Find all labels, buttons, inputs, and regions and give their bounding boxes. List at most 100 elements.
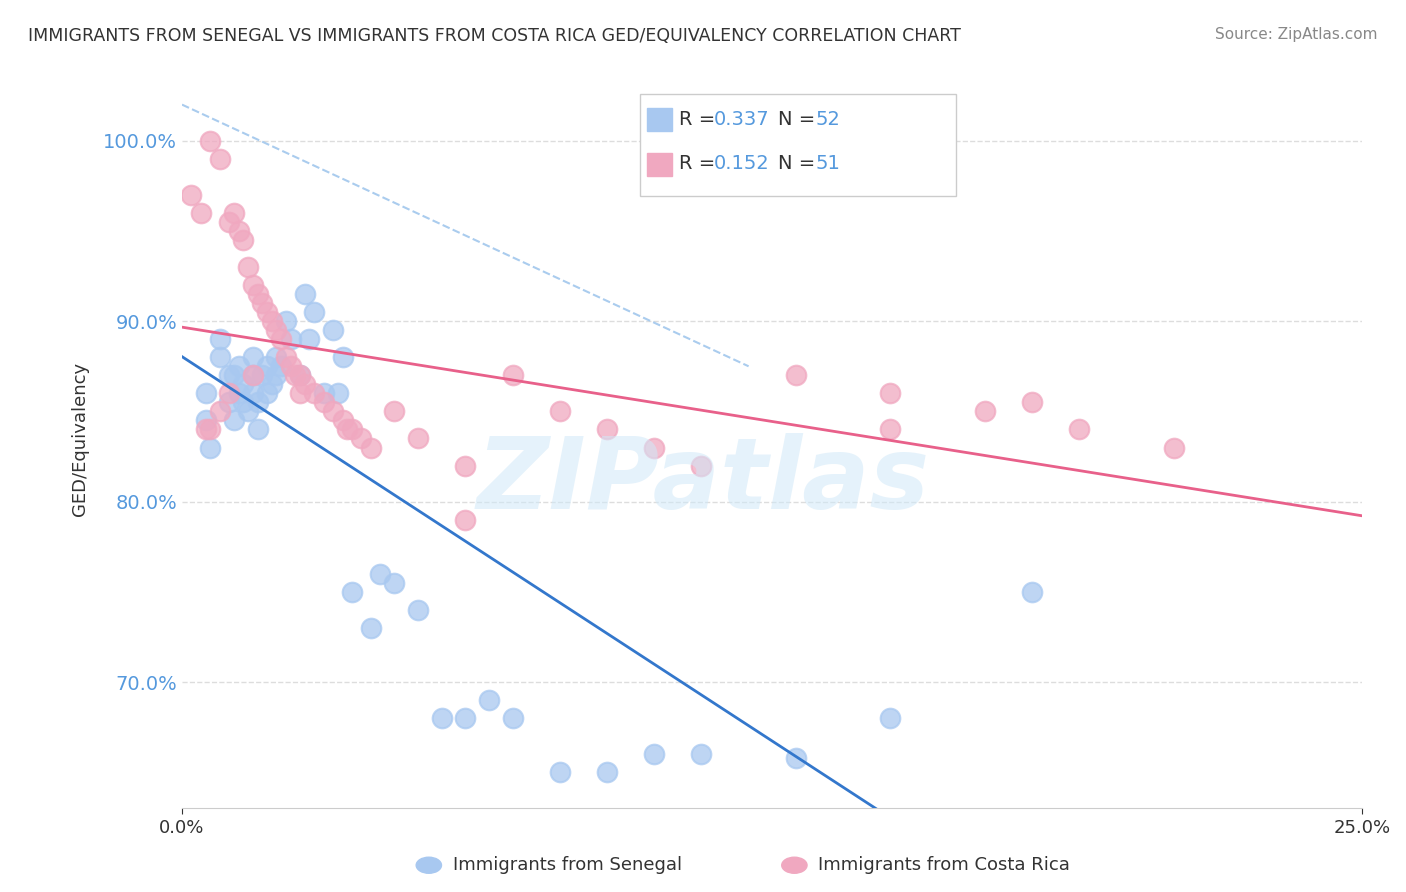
Point (270, 332, 292, 346)
Point (643, 441, 665, 455)
Point (298, 332, 321, 346)
Point (596, 765, 619, 780)
Text: N =: N = (778, 154, 821, 173)
Point (208, 332, 231, 346)
Point (232, 377, 254, 392)
Point (242, 368, 264, 383)
Point (228, 224, 250, 238)
Point (256, 305, 278, 319)
Point (200, 422, 222, 436)
Point (368, 566, 391, 581)
Point (454, 513, 477, 527)
Point (256, 386, 278, 401)
Point (322, 323, 344, 337)
Text: Immigrants from Costa Rica: Immigrants from Costa Rica (818, 856, 1070, 874)
Text: 0.337: 0.337 (714, 110, 770, 128)
Point (294, 377, 316, 392)
Point (360, 621, 382, 635)
Point (266, 351, 288, 365)
Point (218, 215, 240, 229)
Point (242, 368, 264, 383)
Point (280, 332, 302, 346)
Point (228, 359, 250, 374)
Point (384, 404, 406, 418)
Point (406, 432, 429, 446)
Point (326, 386, 349, 401)
Point (274, 314, 297, 328)
Text: N =: N = (778, 110, 821, 128)
Point (222, 413, 245, 427)
Y-axis label: GED/Equivalency: GED/Equivalency (72, 361, 89, 516)
Point (294, 287, 316, 301)
Point (218, 386, 240, 401)
Point (274, 351, 297, 365)
Point (336, 422, 359, 436)
Point (236, 404, 259, 418)
Point (1069, 422, 1091, 436)
Point (548, 404, 571, 418)
Point (288, 386, 311, 401)
Point (232, 395, 254, 409)
Point (200, 134, 222, 148)
Point (246, 422, 269, 436)
Point (302, 386, 325, 401)
Text: IMMIGRANTS FROM SENEGAL VS IMMIGRANTS FROM COSTA RICA GED/EQUIVALENCY CORRELATIO: IMMIGRANTS FROM SENEGAL VS IMMIGRANTS FR… (28, 27, 960, 45)
Text: R =: R = (679, 154, 721, 173)
Point (200, 441, 222, 455)
Point (1163, 441, 1185, 455)
Point (270, 359, 292, 374)
Text: 0.152: 0.152 (714, 154, 770, 173)
Text: Immigrants from Senegal: Immigrants from Senegal (453, 856, 682, 874)
Text: ZIPatlas: ZIPatlas (477, 434, 929, 530)
Point (288, 368, 311, 383)
Point (643, 747, 665, 762)
Point (302, 305, 325, 319)
Point (288, 368, 311, 383)
Point (332, 351, 354, 365)
Point (502, 368, 524, 383)
Point (1021, 585, 1043, 599)
Point (222, 206, 245, 220)
Point (284, 368, 307, 383)
Point (194, 413, 217, 427)
Point (246, 287, 269, 301)
Point (232, 233, 254, 247)
Point (690, 458, 713, 473)
Text: 52: 52 (815, 110, 841, 128)
Point (502, 711, 524, 725)
Point (222, 368, 245, 383)
Point (218, 368, 240, 383)
Text: Source: ZipAtlas.com: Source: ZipAtlas.com (1215, 27, 1378, 42)
Point (548, 765, 571, 780)
Point (406, 603, 429, 617)
Point (690, 747, 713, 762)
Point (879, 386, 901, 401)
Point (785, 368, 807, 383)
Point (312, 386, 335, 401)
Point (194, 422, 217, 436)
Point (973, 404, 995, 418)
Point (340, 422, 363, 436)
Point (256, 359, 278, 374)
Text: 51: 51 (815, 154, 841, 173)
Point (350, 432, 373, 446)
Point (242, 386, 264, 401)
Point (340, 585, 363, 599)
Point (252, 368, 274, 383)
Point (180, 187, 202, 202)
Point (478, 693, 501, 707)
Point (208, 351, 231, 365)
Point (218, 395, 240, 409)
Point (260, 377, 283, 392)
Point (242, 278, 264, 293)
Point (454, 711, 477, 725)
Point (266, 368, 288, 383)
Point (194, 386, 217, 401)
Point (260, 314, 283, 328)
Point (208, 152, 231, 166)
Point (190, 206, 212, 220)
Point (360, 441, 382, 455)
Point (236, 260, 259, 274)
Point (312, 395, 335, 409)
Point (1021, 395, 1043, 409)
